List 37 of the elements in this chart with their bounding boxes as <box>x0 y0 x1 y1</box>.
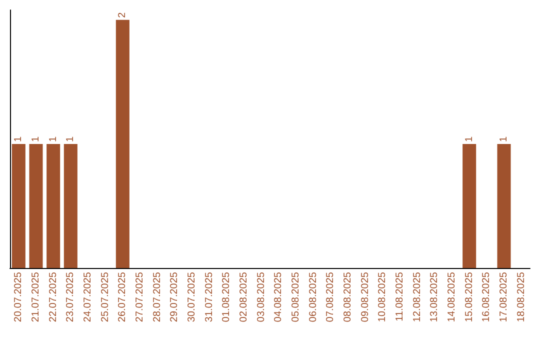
x-tick-label: 14.08.2025 <box>446 272 458 322</box>
x-tick-label: 21.07.2025 <box>30 272 42 322</box>
x-tick-label: 17.08.2025 <box>498 272 510 322</box>
x-tick-label: 18.08.2025 <box>516 272 527 322</box>
data-label: 1 <box>65 136 76 142</box>
x-tick-label: 03.08.2025 <box>256 272 267 322</box>
x-tick-label: 04.08.2025 <box>273 272 284 322</box>
x-tick-label: 28.07.2025 <box>152 272 163 322</box>
x-tick-label: 02.08.2025 <box>238 272 250 322</box>
x-tick-label: 11.08.2025 <box>394 272 406 322</box>
x-tick-label: 30.07.2025 <box>186 272 198 322</box>
x-tick-label: 29.07.2025 <box>169 272 180 322</box>
x-tick-label: 20.07.2025 <box>13 272 24 322</box>
x-tick-label: 01.08.2025 <box>221 272 232 322</box>
x-tick-label: 15.08.2025 <box>464 272 475 322</box>
x-tick-label: 12.08.2025 <box>412 272 423 322</box>
x-tick-label: 13.08.2025 <box>429 272 440 322</box>
x-tick-label: 24.07.2025 <box>82 272 94 322</box>
x-tick-label: 31.07.2025 <box>204 272 215 322</box>
x-tick-label: 22.07.2025 <box>48 272 59 322</box>
x-tick-label: 05.08.2025 <box>290 272 302 322</box>
data-label: 1 <box>30 136 42 142</box>
x-tick-label: 07.08.2025 <box>325 272 336 322</box>
data-label: 1 <box>13 136 24 142</box>
x-tick-label: 16.08.2025 <box>481 272 492 322</box>
x-tick-label: 25.07.2025 <box>100 272 111 322</box>
data-label: 1 <box>498 136 510 142</box>
x-tick-label: 06.08.2025 <box>308 272 319 322</box>
x-tick-label: 26.07.2025 <box>117 272 128 322</box>
data-label: 1 <box>464 136 475 142</box>
x-tick-label: 27.07.2025 <box>134 272 146 322</box>
x-tick-label: 08.08.2025 <box>342 272 354 322</box>
data-label: 2 <box>117 12 128 18</box>
x-tick-label: 23.07.2025 <box>65 272 76 322</box>
x-tick-label: 09.08.2025 <box>360 272 371 322</box>
data-label: 1 <box>48 136 59 142</box>
x-tick-label: 10.08.2025 <box>377 272 388 322</box>
